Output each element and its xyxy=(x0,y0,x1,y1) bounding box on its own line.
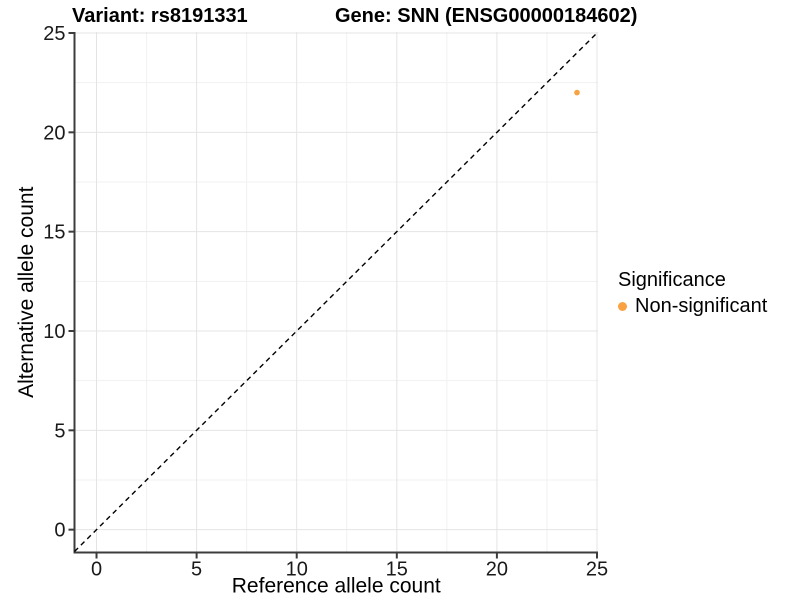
legend-key-dot-icon xyxy=(618,301,627,311)
y-axis-title: Alternative allele count xyxy=(15,186,38,397)
x-tick-label: 25 xyxy=(586,559,608,581)
legend-entries: Non-significant xyxy=(618,295,793,317)
x-tick-label: 20 xyxy=(486,559,508,581)
legend-entry: Non-significant xyxy=(618,295,793,317)
y-tick-label: 5 xyxy=(54,420,65,442)
x-tick-label: 5 xyxy=(191,559,202,581)
data-point xyxy=(574,89,580,96)
legend: Significance Non-significant xyxy=(618,269,793,317)
identity-dashed-line xyxy=(74,31,599,553)
x-tick-label: 0 xyxy=(91,559,102,581)
plot-title-variant: Variant: rs8191331 xyxy=(72,5,248,27)
x-axis-title: Reference allele count xyxy=(232,575,441,598)
y-tick-label: 10 xyxy=(43,321,65,343)
legend-entry-label: Non-significant xyxy=(635,295,768,317)
y-tick-label: 15 xyxy=(43,222,65,244)
legend-title: Significance xyxy=(618,269,726,291)
plot-title-gene: Gene: SNN (ENSG00000184602) xyxy=(335,5,638,27)
y-tick-label: 0 xyxy=(54,520,65,542)
x-tick-label: 15 xyxy=(386,559,408,581)
x-tick-label: 10 xyxy=(286,559,308,581)
y-tick-label: 25 xyxy=(43,23,65,45)
y-tick-label: 20 xyxy=(43,122,65,144)
